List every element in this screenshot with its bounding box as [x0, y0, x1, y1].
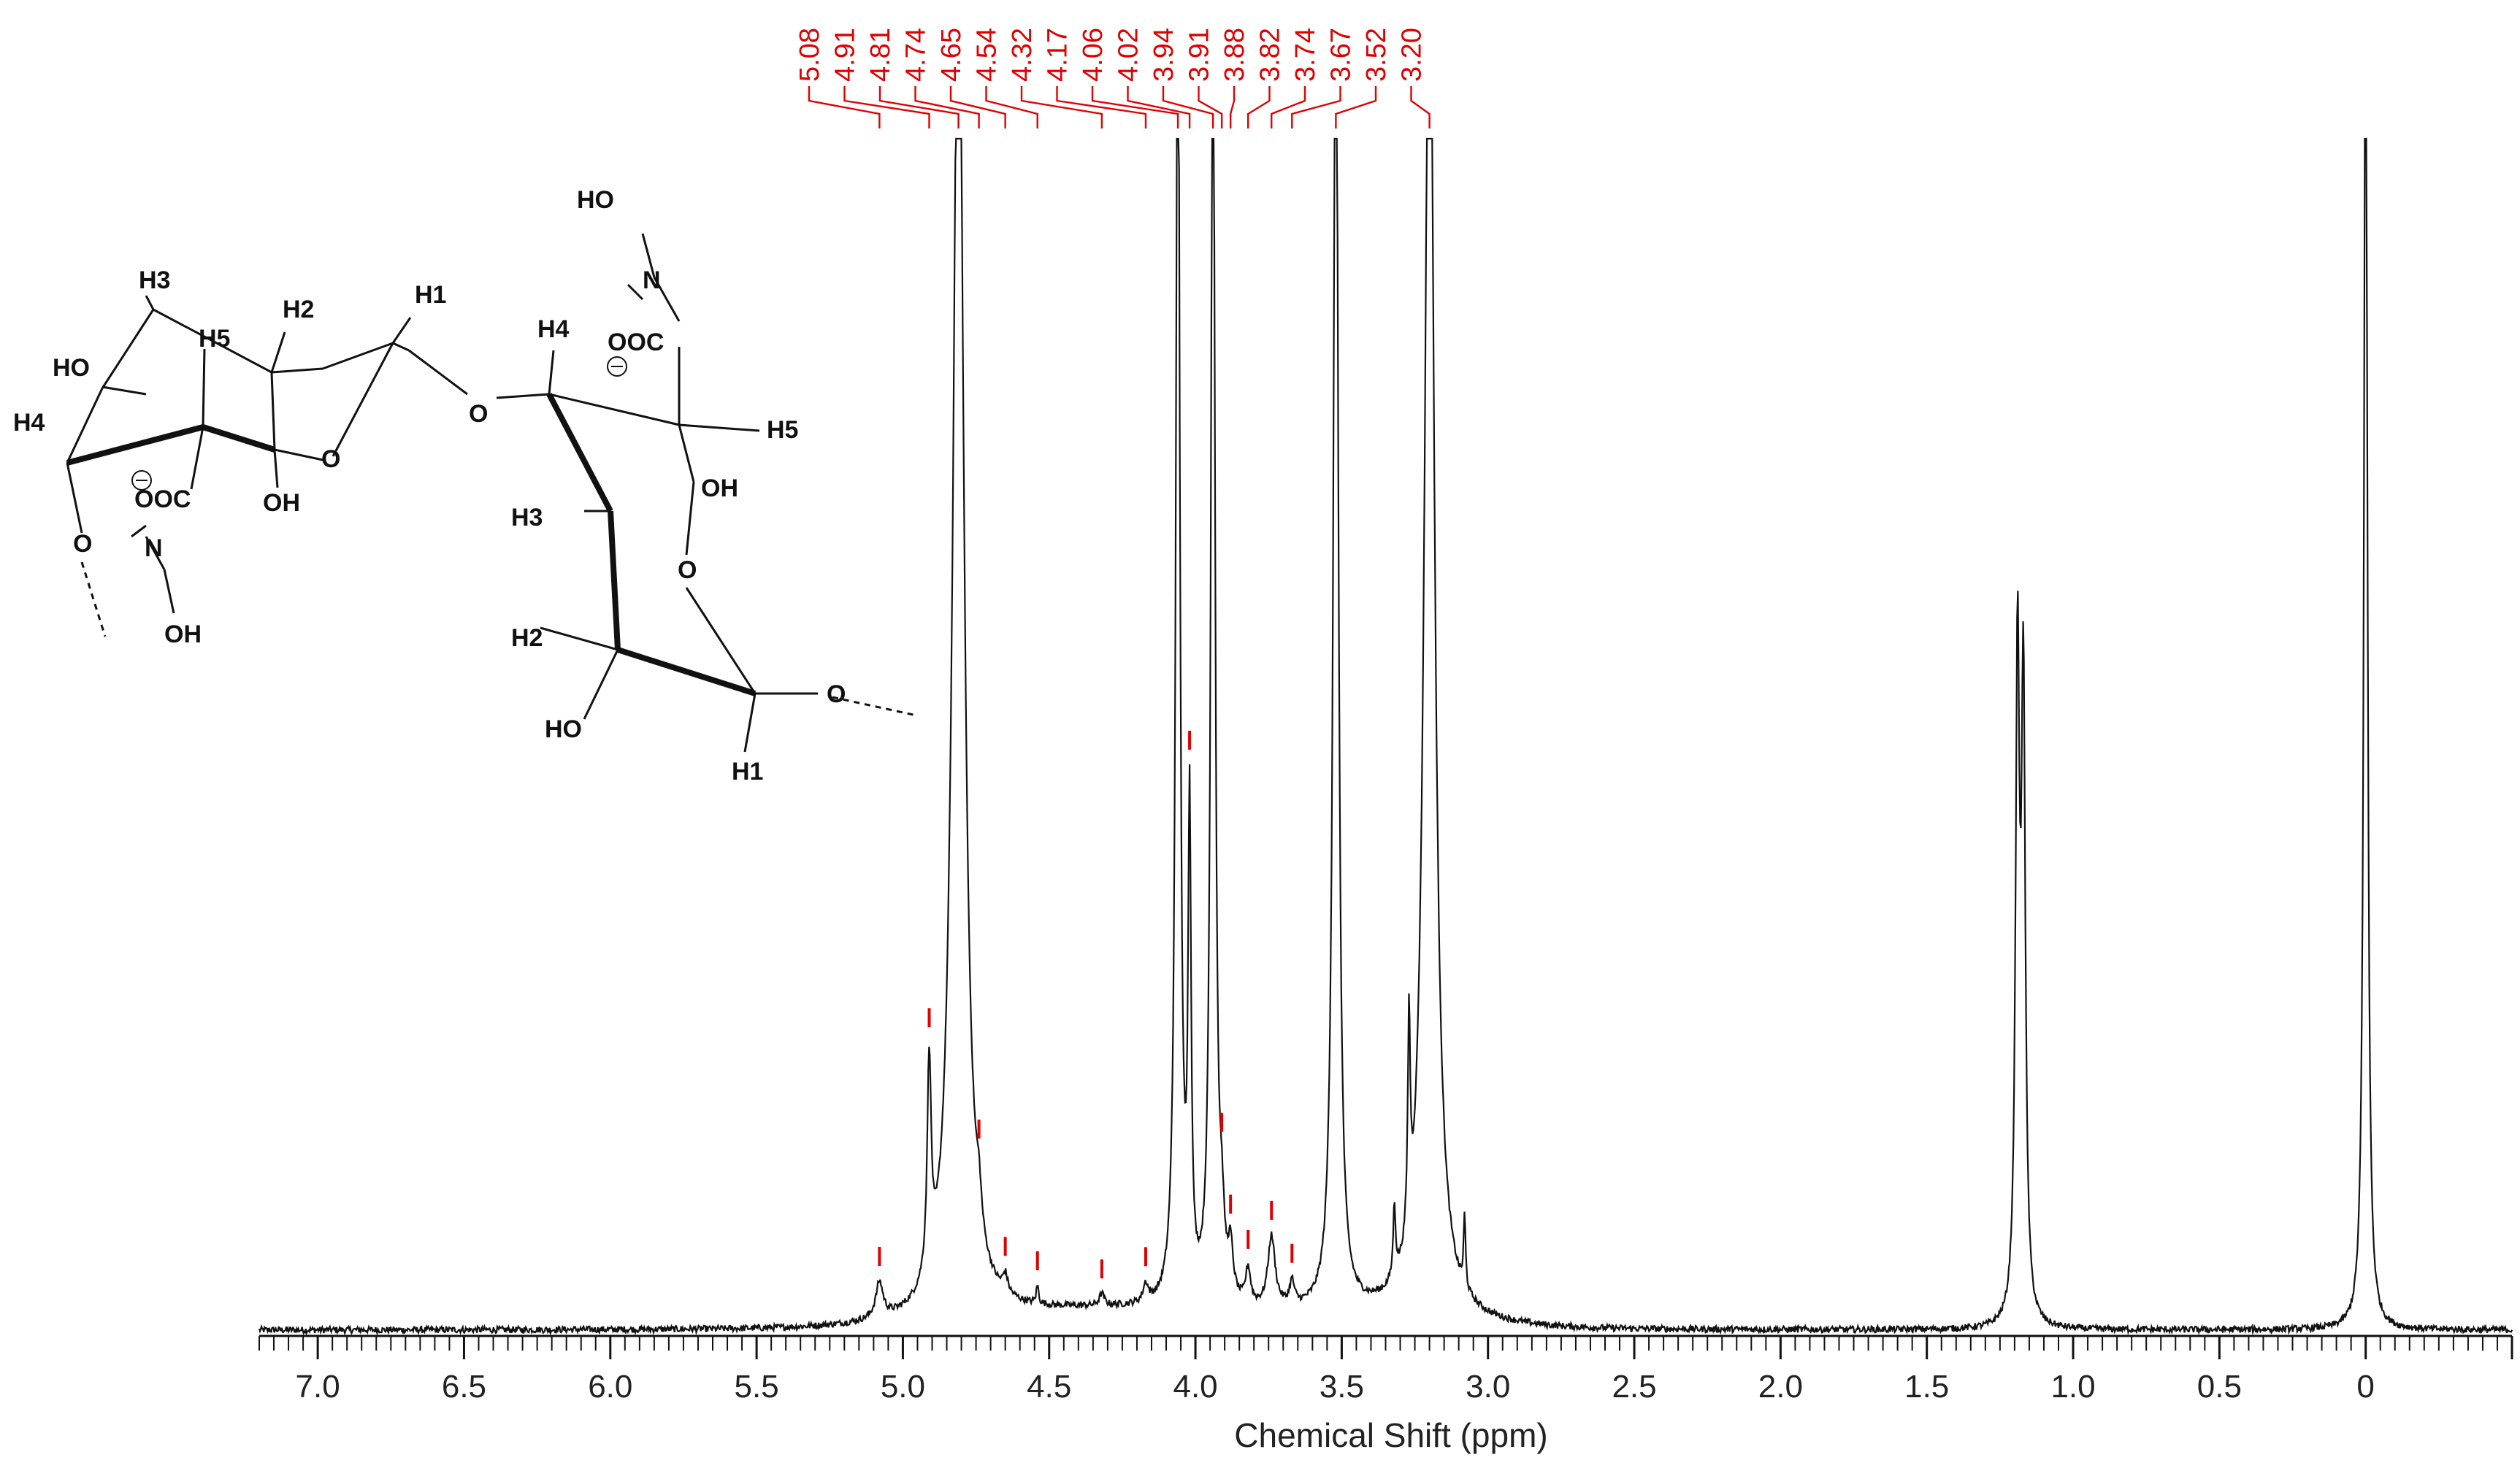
peak-labels: 5.08 4.91 4.81 4.74 4.65 4.54 4.32 4.17 4.06 4.02…: [794, 28, 1431, 128]
charge-symbols: [131, 356, 627, 491]
x-tick-label: 5.5: [735, 1369, 779, 1405]
spectrum-trace: [258, 137, 2513, 1337]
svg-text:H1: H1: [415, 281, 446, 309]
peak-label: 4.32: [1007, 28, 1038, 82]
svg-text:H5: H5: [199, 325, 230, 353]
x-axis-title: Chemical Shift (ppm): [1234, 1416, 1547, 1454]
peak-leader-line: [1229, 86, 1236, 128]
peak-leader-line: [949, 86, 1006, 128]
svg-text:H3: H3: [511, 504, 543, 531]
peak-label: 3.67: [1326, 28, 1357, 82]
x-tick-label: 6.5: [442, 1369, 486, 1405]
x-axis-ticks: [258, 1336, 2513, 1359]
x-tick-label: 5.0: [881, 1369, 925, 1405]
peak-label: 3.88: [1219, 28, 1250, 82]
peak-leader-line: [1271, 86, 1306, 128]
peak-label: 4.54: [972, 28, 1003, 82]
svg-text:HO: HO: [577, 186, 614, 214]
molecular-structure: [66, 233, 917, 753]
peak-leader-line: [1198, 86, 1223, 128]
svg-text:O: O: [469, 400, 488, 428]
peak-markers: [878, 730, 1294, 1279]
peak-label: 3.52: [1361, 28, 1392, 82]
peak-label: 4.91: [830, 28, 861, 82]
peak-label: 3.74: [1290, 28, 1321, 82]
x-tick-label: 1.5: [1904, 1369, 1949, 1405]
x-tick-label: 6.0: [588, 1369, 632, 1405]
svg-text:H4: H4: [13, 409, 45, 437]
peak-leader-line: [808, 86, 881, 128]
peak-label: 3.94: [1149, 28, 1179, 82]
svg-text:H2: H2: [511, 624, 543, 652]
peak-leader-line: [1056, 86, 1147, 128]
peak-leader-line: [1335, 86, 1377, 128]
svg-text:O: O: [827, 680, 846, 708]
svg-text:H1: H1: [732, 758, 763, 786]
peak-leader-line: [1162, 86, 1214, 128]
peak-label: 4.02: [1114, 28, 1144, 82]
x-tick-label: 4.5: [1027, 1369, 1071, 1405]
x-tick-label: 3.0: [1466, 1369, 1510, 1405]
x-tick-label: 7.0: [296, 1369, 340, 1405]
left-ring: [66, 295, 468, 637]
peak-leader-line: [1246, 86, 1271, 128]
peak-leader-line: [843, 86, 930, 128]
x-tick-label: 2.5: [1612, 1369, 1656, 1405]
svg-text:O: O: [73, 530, 92, 558]
peak-leader-line: [1020, 86, 1103, 128]
svg-text:N: N: [145, 534, 163, 562]
svg-text:H3: H3: [139, 266, 170, 294]
peak-leader-line: [878, 86, 960, 128]
right-ring: [496, 233, 917, 753]
structure-labels: H3 H2 H1 H5 HO H4 O OH O OOC N OH HO N O…: [13, 186, 846, 786]
peak-leader-line: [914, 86, 980, 128]
x-axis-tick-labels: 7.0 6.5 6.0 5.5 5.0 4.5 4.0 3.5 3.0 2.5 2.0 1.5 1.0 0…: [296, 1369, 2375, 1405]
svg-text:HO: HO: [53, 354, 90, 382]
peak-label: 5.08: [794, 28, 825, 82]
peak-label: 4.17: [1043, 28, 1073, 82]
x-tick-label: 0.5: [2197, 1369, 2242, 1405]
x-tick-label: 4.0: [1173, 1369, 1217, 1405]
peak-leader-line: [1291, 86, 1341, 128]
svg-text:H5: H5: [767, 416, 798, 444]
svg-text:N: N: [643, 266, 661, 294]
svg-text:OOC: OOC: [608, 329, 664, 356]
peak-label: 4.74: [901, 28, 932, 82]
svg-text:OH: OH: [701, 475, 738, 502]
peak-label: 4.06: [1078, 28, 1108, 82]
svg-text:HO: HO: [545, 715, 582, 743]
svg-text:OH: OH: [164, 621, 202, 648]
peak-leader-line: [1410, 86, 1431, 128]
peak-leader-line: [1127, 86, 1191, 128]
peak-label: 3.82: [1255, 28, 1286, 82]
svg-text:H4: H4: [537, 315, 570, 343]
peak-label: 4.81: [865, 28, 896, 82]
svg-text:O: O: [321, 445, 340, 473]
x-tick-label: 1.0: [2050, 1369, 2095, 1405]
peak-label: 3.20: [1397, 28, 1428, 82]
svg-text:H2: H2: [283, 296, 314, 323]
peak-leader-line: [985, 86, 1038, 128]
svg-text:O: O: [678, 556, 697, 584]
svg-text:OH: OH: [263, 489, 300, 517]
x-tick-label: 2.0: [1758, 1369, 1803, 1405]
peak-label: 4.65: [936, 28, 967, 82]
x-tick-label: 3.5: [1320, 1369, 1364, 1405]
x-tick-label: 0: [2356, 1369, 2374, 1405]
peak-label: 3.91: [1184, 28, 1215, 82]
peak-leader-line: [1091, 86, 1179, 128]
